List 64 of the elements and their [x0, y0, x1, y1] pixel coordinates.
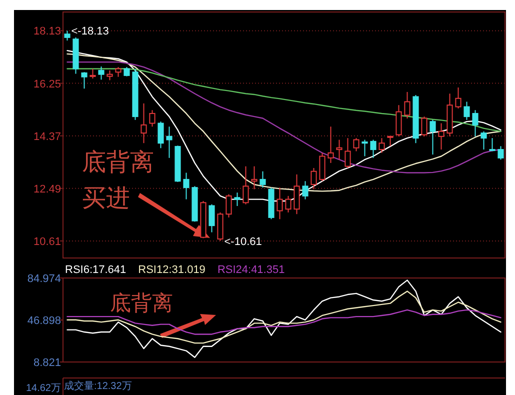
- candlestick: [90, 68, 96, 80]
- candlestick: [115, 66, 122, 78]
- candlestick: [344, 138, 351, 168]
- y-tick-label: 18.13: [33, 26, 61, 38]
- candlestick: [251, 166, 258, 190]
- candlestick: [140, 102, 147, 144]
- candlestick: [183, 172, 190, 200]
- candlestick: [81, 72, 88, 90]
- annotation: 底背离: [110, 292, 173, 315]
- candlestick: [438, 122, 444, 150]
- candlestick: [387, 136, 394, 147]
- candlestick: [64, 30, 70, 42]
- candlestick: [319, 152, 326, 182]
- candlestick: [234, 192, 240, 207]
- candlestick: [378, 138, 385, 154]
- annotation: 底背离: [82, 149, 154, 176]
- candlestick: [336, 139, 342, 160]
- candlestick: [353, 138, 360, 152]
- y-tick-label: 12.49: [33, 183, 61, 196]
- candlestick: [285, 195, 292, 213]
- y-tick-label: 10.61: [33, 236, 61, 248]
- candlestick: [208, 204, 215, 233]
- candlestick: [98, 66, 104, 80]
- candlestick: [370, 139, 376, 158]
- candlestick: [489, 138, 496, 152]
- candlestick: [149, 110, 156, 128]
- candlestick: [226, 194, 232, 218]
- candlestick: [260, 170, 266, 188]
- candlestick: [276, 187, 283, 220]
- y-tick-label: 84.974: [27, 273, 61, 285]
- candlestick: [362, 139, 368, 157]
- line-series: [66, 280, 502, 358]
- candlestick: [480, 130, 487, 150]
- line-series: [66, 68, 502, 132]
- candlestick: [166, 126, 172, 158]
- candlestick: [396, 104, 402, 137]
- candlestick: [242, 166, 249, 205]
- annotation: 买进: [82, 185, 130, 212]
- candlestick: [106, 70, 113, 81]
- candlestick: [472, 110, 478, 137]
- line-series: [66, 290, 502, 344]
- y-tick-label: 14.37: [33, 130, 61, 143]
- candlestick: [430, 119, 436, 156]
- candlestick: [498, 146, 504, 160]
- y-tick-label: 16.25: [33, 78, 61, 90]
- annotation: <-18.13: [71, 26, 109, 38]
- candlestick: [464, 101, 470, 120]
- candlestick: [294, 174, 300, 215]
- text: 14.62万: [26, 383, 61, 394]
- text: RSI24:41.351: [217, 264, 285, 276]
- y-tick-label: 46.898: [27, 315, 61, 327]
- text: RSI12:31.019: [138, 264, 206, 276]
- candlestick: [310, 167, 317, 190]
- candlestick: [421, 116, 428, 137]
- text: RSI6:17.641: [65, 264, 126, 276]
- candlestick: [328, 126, 334, 164]
- candlestick: [158, 121, 164, 149]
- annotation: <-10.61: [224, 236, 262, 248]
- text: 成交量:12.32万: [64, 380, 132, 392]
- candlestick: [455, 86, 462, 109]
- candlestick: [404, 91, 410, 120]
- candlestick: [124, 66, 130, 77]
- y-tick-label: 8.821: [33, 357, 61, 369]
- candlestick: [302, 180, 308, 200]
